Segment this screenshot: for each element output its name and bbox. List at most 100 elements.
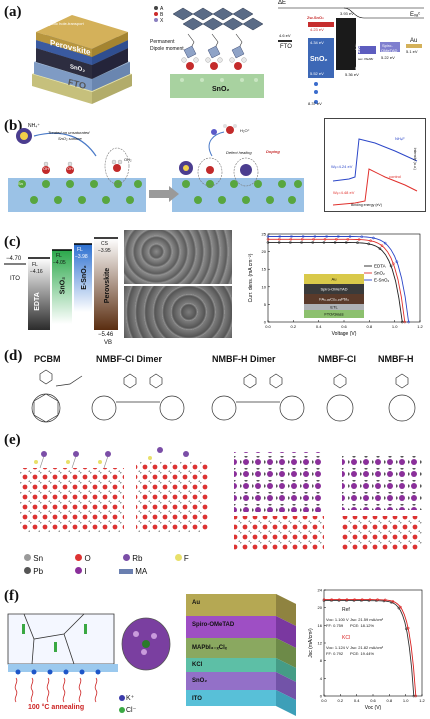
series-point-0 — [400, 320, 404, 324]
series-point-2 — [336, 235, 340, 238]
panel-d-label: (d) — [4, 348, 23, 364]
rb-legend: Rb — [132, 554, 143, 563]
series-line-1 — [268, 238, 406, 323]
au-ev: 5.1 eV — [406, 49, 418, 54]
sno2-ev: 4.34 eV — [310, 40, 324, 45]
defect-healing-label: Defect healing — [226, 150, 252, 155]
pcbm-name: PCBM — [34, 354, 61, 364]
kcl-device-stack — [186, 594, 296, 716]
panel-e: (e) Sn O Rb F — [0, 430, 430, 578]
cs-label: CS — [101, 241, 108, 247]
treat-note-2: SnO₂ surface — [58, 136, 82, 141]
series-point-0 — [322, 241, 326, 244]
x-tick-label: 0.8 — [367, 324, 373, 329]
sno2-energy-label: SnO₂ — [310, 56, 328, 63]
abx-legend: A B X — [154, 6, 163, 24]
zw-sno2-label: Zw-SnO₂ — [307, 15, 324, 20]
device-stack-illustration — [32, 15, 132, 104]
kcl-pce: PCE: 19.44% — [350, 651, 375, 656]
ma-legend-icon — [118, 569, 133, 574]
inset-layer-0 — [304, 274, 364, 284]
perovskite-bottom-ev: 5.36 eV — [345, 72, 359, 77]
oh-label-2: OH — [67, 166, 73, 171]
series-point-1 — [357, 238, 361, 241]
energy-level-diagram — [278, 7, 424, 104]
y-tick-label: 0 — [320, 694, 323, 699]
sn-label: Sn — [18, 181, 23, 186]
panel-a: (a) Organic hole-transport Perovskite Sn… — [0, 0, 430, 112]
rb-legend-icon — [122, 554, 130, 561]
spiro-label-1: Spiro- — [382, 43, 393, 48]
series-point-0 — [289, 241, 292, 244]
x-tick-label: 1.2 — [419, 698, 425, 703]
molecular-structures — [31, 369, 416, 423]
perovskite-top-ev: 3.93 eV — [340, 11, 354, 16]
vb-label: VB — [104, 340, 113, 346]
series-point-0 — [356, 241, 359, 245]
oh2-label: OH₂ — [124, 157, 132, 162]
xps-xlabel: Binding energy (eV) — [351, 203, 382, 207]
kcl-legend: KCl — [342, 635, 351, 641]
x-tick-label: 1.0 — [392, 324, 398, 329]
panel-e-label: (e) — [4, 432, 21, 448]
legend-a: A — [154, 6, 163, 12]
surface-treatment-illustration — [8, 124, 304, 212]
panel-b-label: (b) — [4, 118, 23, 134]
kcl-jv-chart-svg: 0.0 0.2 0.4 0.6 0.8 1.0 1.2 0 4 8 12 16 20 24 Voc (V) J… — [308, 588, 426, 712]
panel-f: (f) 100 °C annealing K⁺ Cl⁻ Au Spiro-OMe… — [0, 578, 430, 719]
series-point-1 — [414, 694, 418, 698]
perovskite-energy-label: Perovskite — [356, 39, 363, 71]
inset-label-0: Au — [332, 277, 337, 282]
series-point-0 — [389, 264, 393, 268]
nmbf-h-name: NMBF-H — [378, 354, 414, 364]
y-tick-label: 20 — [318, 605, 323, 610]
ref-jsc: Jsc: 21.59 mA/cm² — [350, 617, 384, 622]
nmbf-h-dimer-name: NMBF-H Dimer — [212, 354, 276, 364]
kcl-jv-chart: 0.0 0.2 0.4 0.6 0.8 1.0 1.2 0 4 8 12 16 20 24 Voc (V) J… — [306, 584, 426, 714]
i-legend-icon — [75, 567, 83, 574]
inset-label-4: FTO/Glass — [324, 312, 343, 317]
y-axis-title: Jsc (mA/cm²) — [308, 628, 314, 658]
kcl-jsc: Jsc: 21.82 mA/cm² — [350, 645, 384, 650]
delta-e-label: ΔE — [278, 0, 287, 6]
y-tick-label: 10 — [262, 284, 267, 289]
series-point-1 — [266, 237, 270, 241]
stack-layer-label: Organic hole-transport — [44, 21, 84, 26]
band-alignment-diagram — [4, 237, 118, 330]
inset-layer-3 — [304, 304, 364, 310]
series-point-1 — [399, 605, 402, 609]
sn-legend-icon — [24, 554, 31, 561]
edta-band-label: EDTA — [33, 292, 41, 311]
series-point-2 — [407, 320, 410, 324]
vb-value: −5.46 — [98, 332, 114, 338]
series-point-1 — [323, 237, 327, 241]
side-layer-label: sec. PEABr — [358, 57, 374, 61]
series-point-0 — [367, 242, 371, 246]
series-point-1 — [322, 598, 326, 601]
f-legend: F — [183, 554, 189, 563]
series-line-0 — [268, 241, 403, 323]
inset-label-1: Spiro-OMeTAD — [320, 287, 347, 292]
layer-au: Au — [192, 600, 200, 606]
x-tick-label: 0.4 — [316, 324, 322, 329]
series-point-1 — [391, 599, 395, 603]
series-point-1 — [406, 626, 410, 630]
perovskite-band-label: Perovskite — [104, 267, 112, 304]
panel-c-label: (c) — [4, 234, 21, 250]
y-tick-label: 0 — [264, 320, 267, 325]
ref-legend: Ref — [342, 607, 350, 613]
series-point-2 — [383, 241, 387, 245]
ref-voc: Voc: 1.100 V — [326, 617, 349, 622]
fto-ev: 4.6 eV — [279, 33, 291, 38]
kplus-label: K⁺ — [126, 695, 135, 702]
layer-ito: ITO — [192, 696, 202, 702]
dipole-label-1: Permanent — [150, 39, 175, 45]
nh4-label: NH₄⁺ — [28, 123, 40, 129]
sn-legend: Sn — [33, 554, 44, 563]
series-point-1 — [380, 244, 384, 248]
sno2-vb-ev: 8.37 eV — [308, 101, 322, 106]
y-tick-label: 8 — [320, 658, 323, 663]
x-tick-label: 0.6 — [370, 698, 376, 703]
perovskite-crystal-illustration — [170, 7, 264, 98]
i-legend: I — [84, 567, 87, 576]
